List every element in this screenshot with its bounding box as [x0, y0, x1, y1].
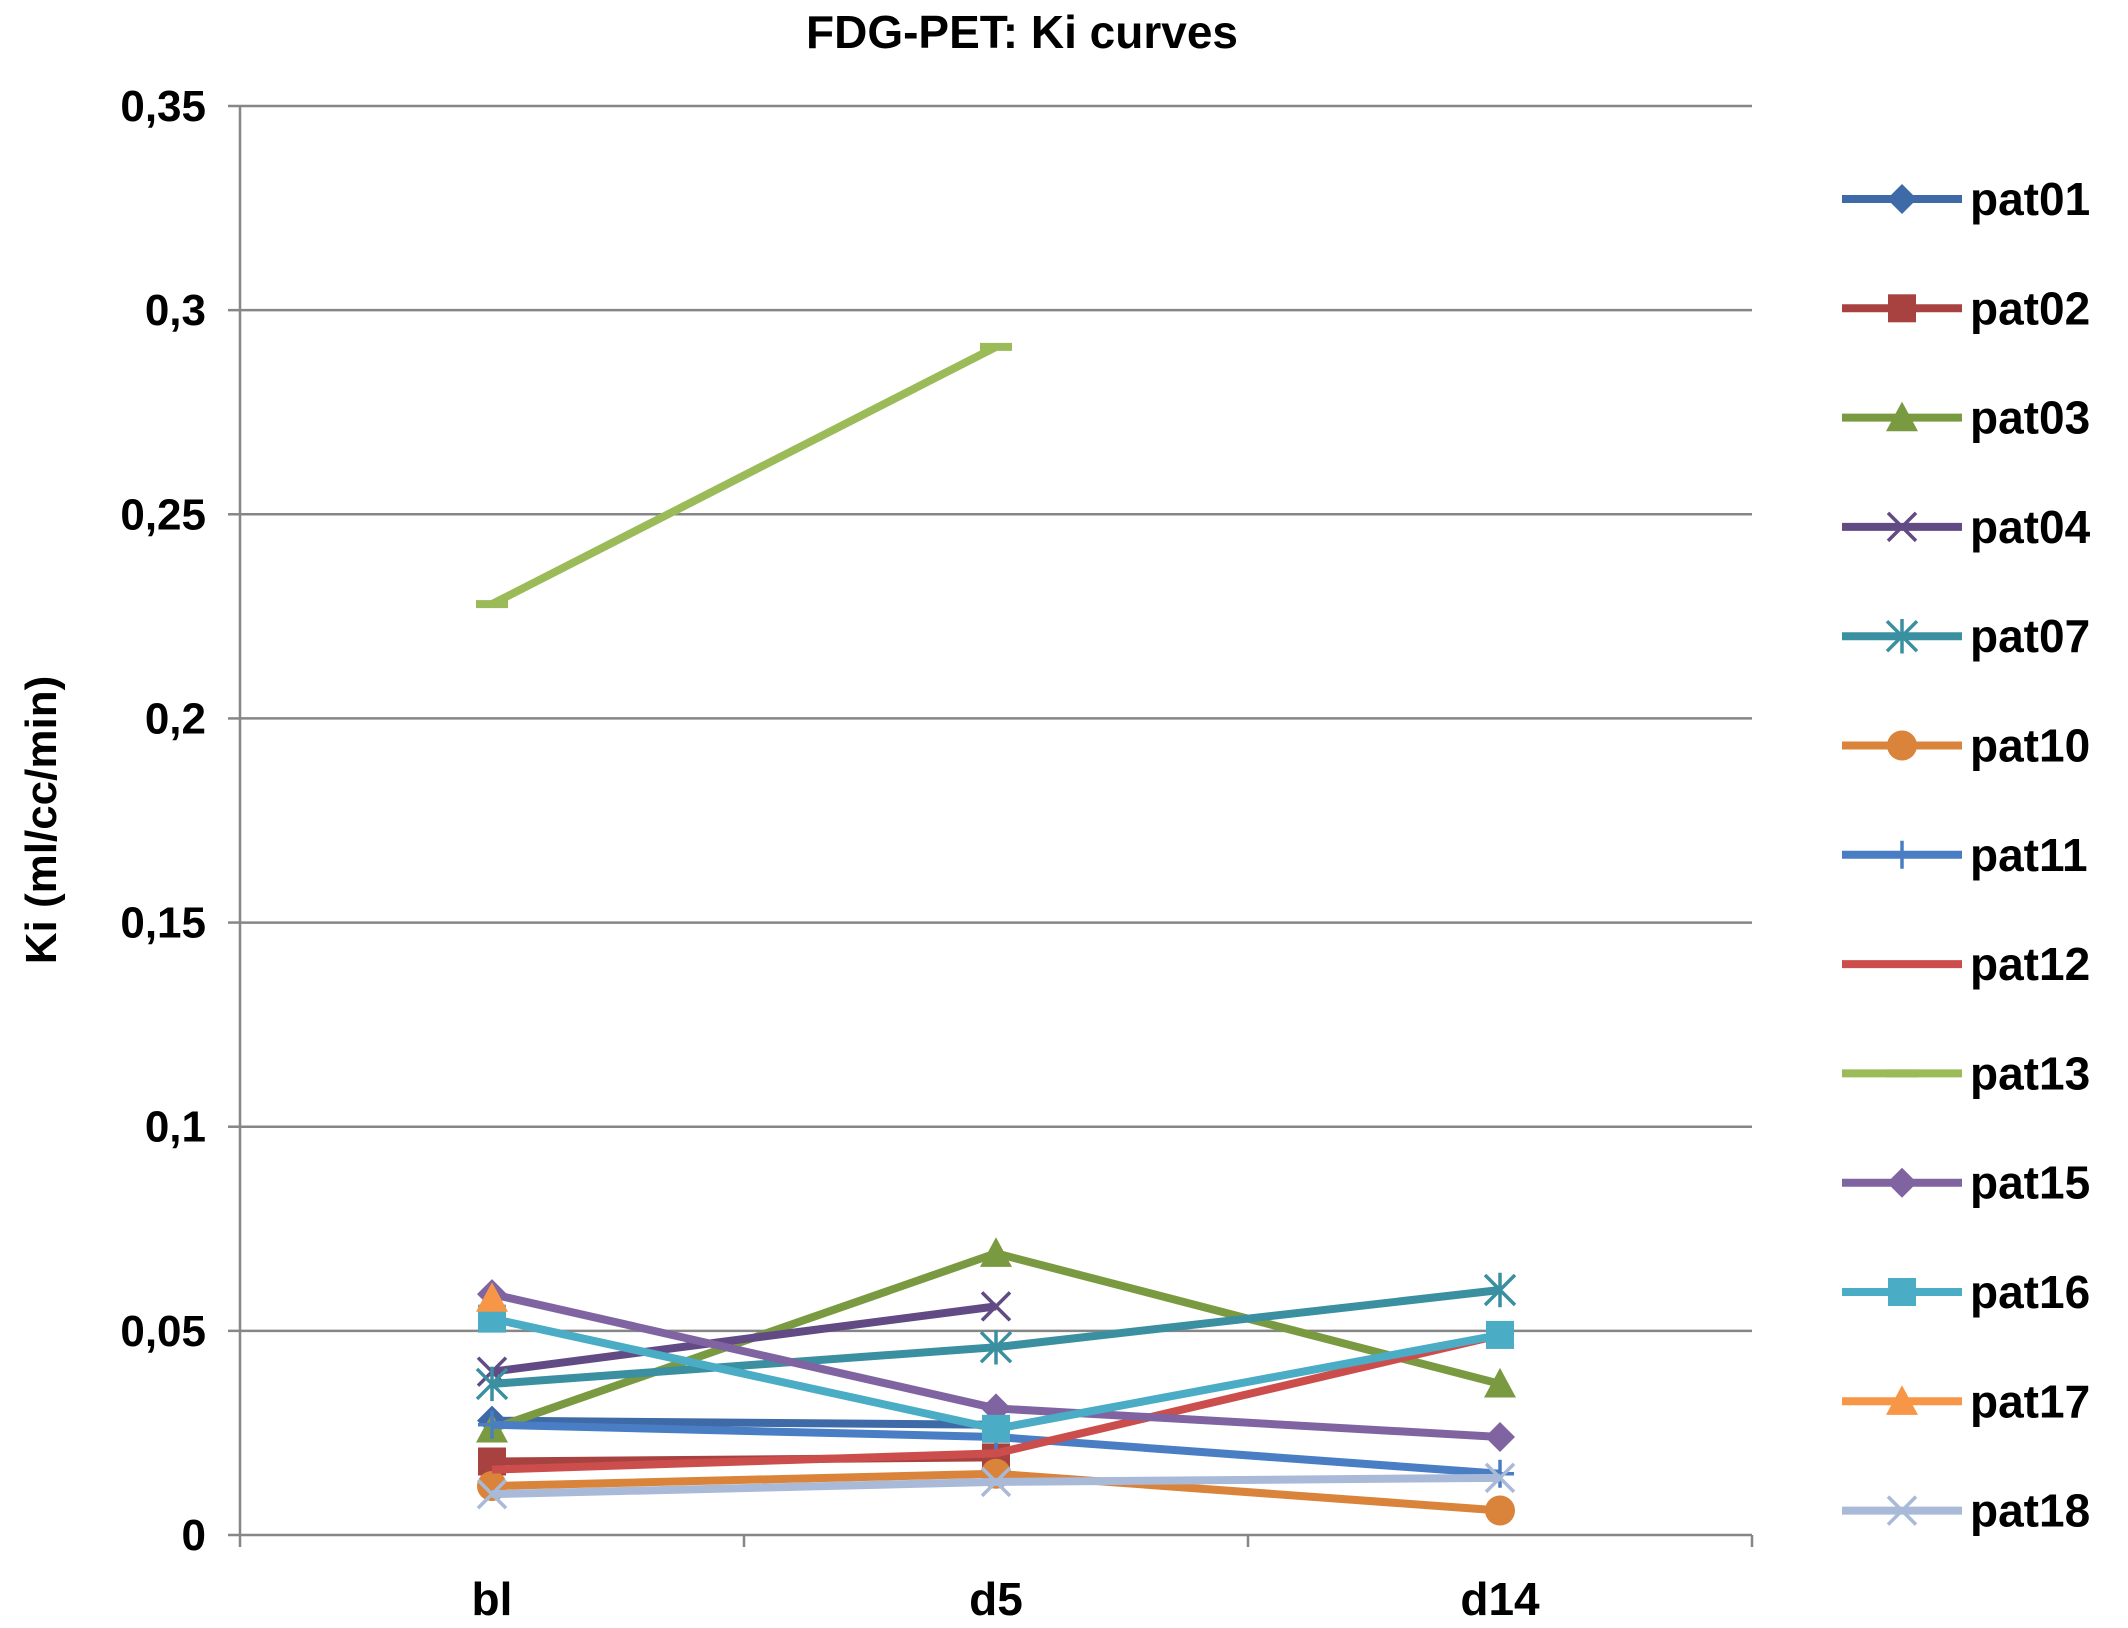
- legend-item-pat01: pat01: [1842, 173, 2090, 225]
- legend-item-pat03: pat03: [1842, 392, 2090, 444]
- data-point: [1887, 184, 1917, 214]
- y-tick-label: 0,2: [145, 694, 206, 743]
- data-point: [1887, 730, 1917, 761]
- series-pat13: [476, 342, 1012, 609]
- series-pat12: [491, 1331, 1501, 1474]
- x-tick-label: bl: [472, 1573, 513, 1625]
- data-point: [1484, 1367, 1516, 1398]
- legend-label: pat17: [1970, 1375, 2090, 1427]
- data-point: [980, 1237, 1012, 1267]
- legend-item-pat04: pat04: [1842, 501, 2091, 553]
- y-tick-labels: 0 0,05 0,1 0,15 0,2 0,25 0,3 0,35: [120, 82, 206, 1560]
- legend-item-pat13: pat13: [1842, 1047, 2090, 1099]
- y-tick-label: 0: [182, 1511, 206, 1560]
- data-point: [1886, 1069, 1918, 1078]
- data-point: [979, 1329, 1013, 1365]
- data-point: [1886, 401, 1918, 432]
- y-tick-label: 0,25: [120, 490, 206, 539]
- data-point: [475, 1366, 509, 1402]
- x-tick-labels: bl d5 d14: [472, 1573, 1540, 1625]
- data-point: [1486, 1459, 1514, 1488]
- legend-item-pat17: pat17: [1842, 1375, 2090, 1427]
- legend-label: pat16: [1970, 1266, 2090, 1318]
- series-line: [491, 1331, 1501, 1474]
- legend-label: pat11: [1970, 829, 2088, 881]
- data-point: [476, 600, 508, 609]
- data-point: [1483, 1272, 1517, 1308]
- data-point: [1886, 1385, 1918, 1415]
- y-tick-label: 0,1: [145, 1103, 206, 1152]
- legend-label: pat15: [1970, 1157, 2090, 1209]
- series-pat17: [476, 1282, 508, 1312]
- legend-label: pat18: [1970, 1485, 2090, 1537]
- y-tick-label: 0,15: [120, 899, 206, 948]
- y-tick-label: 0,35: [120, 82, 206, 131]
- y-axis-label: Ki (ml/cc/min): [17, 676, 66, 965]
- grid-lines: [240, 104, 1752, 1333]
- data-point: [1485, 1495, 1515, 1526]
- data-point: [1885, 618, 1919, 654]
- data-point: [980, 1291, 1012, 1322]
- series-line: [491, 1302, 997, 1376]
- legend-item-pat02: pat02: [1842, 282, 2090, 334]
- legend-item-pat07: pat07: [1842, 610, 2090, 662]
- data-point: [478, 1410, 506, 1439]
- data-point: [1886, 1495, 1918, 1526]
- legend-item-pat15: pat15: [1842, 1157, 2090, 1209]
- legend-label: pat04: [1970, 501, 2091, 553]
- data-point: [1887, 1167, 1917, 1198]
- series-line: [491, 1416, 997, 1429]
- legend-item-pat10: pat10: [1842, 720, 2090, 772]
- legend: pat01 pat02 pat03 pat04 pat07 pat10 pat11 pat12…: [1842, 173, 2091, 1537]
- legend-label: pat02: [1970, 282, 2090, 334]
- data-point: [1888, 840, 1916, 869]
- axes: [228, 104, 1754, 1547]
- data-point: [1485, 1422, 1515, 1453]
- legend-item-pat12: pat12: [1842, 938, 2090, 990]
- data-point: [1888, 294, 1916, 323]
- data-point: [1486, 1320, 1514, 1349]
- x-tick-label: d14: [1460, 1573, 1540, 1625]
- series-lines: [475, 342, 1517, 1526]
- y-tick-label: 0,3: [145, 286, 206, 335]
- data-point: [1484, 1462, 1516, 1494]
- legend-label: pat13: [1970, 1047, 2090, 1099]
- data-point: [1886, 511, 1918, 543]
- x-tick-label: d5: [969, 1573, 1023, 1625]
- y-tick-label: 0,05: [120, 1307, 206, 1356]
- chart-title: FDG-PET: Ki curves: [806, 6, 1238, 58]
- data-point: [476, 1478, 508, 1510]
- series-line: [490, 343, 998, 608]
- legend-item-pat11: pat11: [1842, 829, 2088, 881]
- data-point: [982, 1414, 1010, 1443]
- data-point: [980, 342, 1012, 351]
- legend-label: pat01: [1970, 173, 2090, 225]
- series-pat18: [476, 1462, 1516, 1510]
- series-pat07: [475, 1272, 1517, 1402]
- data-point: [476, 1282, 508, 1312]
- legend-label: pat03: [1970, 392, 2090, 444]
- legend-label: pat10: [1970, 720, 2090, 772]
- data-point: [980, 1466, 1012, 1498]
- legend-item-pat18: pat18: [1842, 1485, 2090, 1537]
- legend-label: pat12: [1970, 938, 2090, 990]
- legend-item-pat16: pat16: [1842, 1266, 2090, 1318]
- legend-label: pat07: [1970, 610, 2090, 662]
- data-point: [1888, 1278, 1916, 1306]
